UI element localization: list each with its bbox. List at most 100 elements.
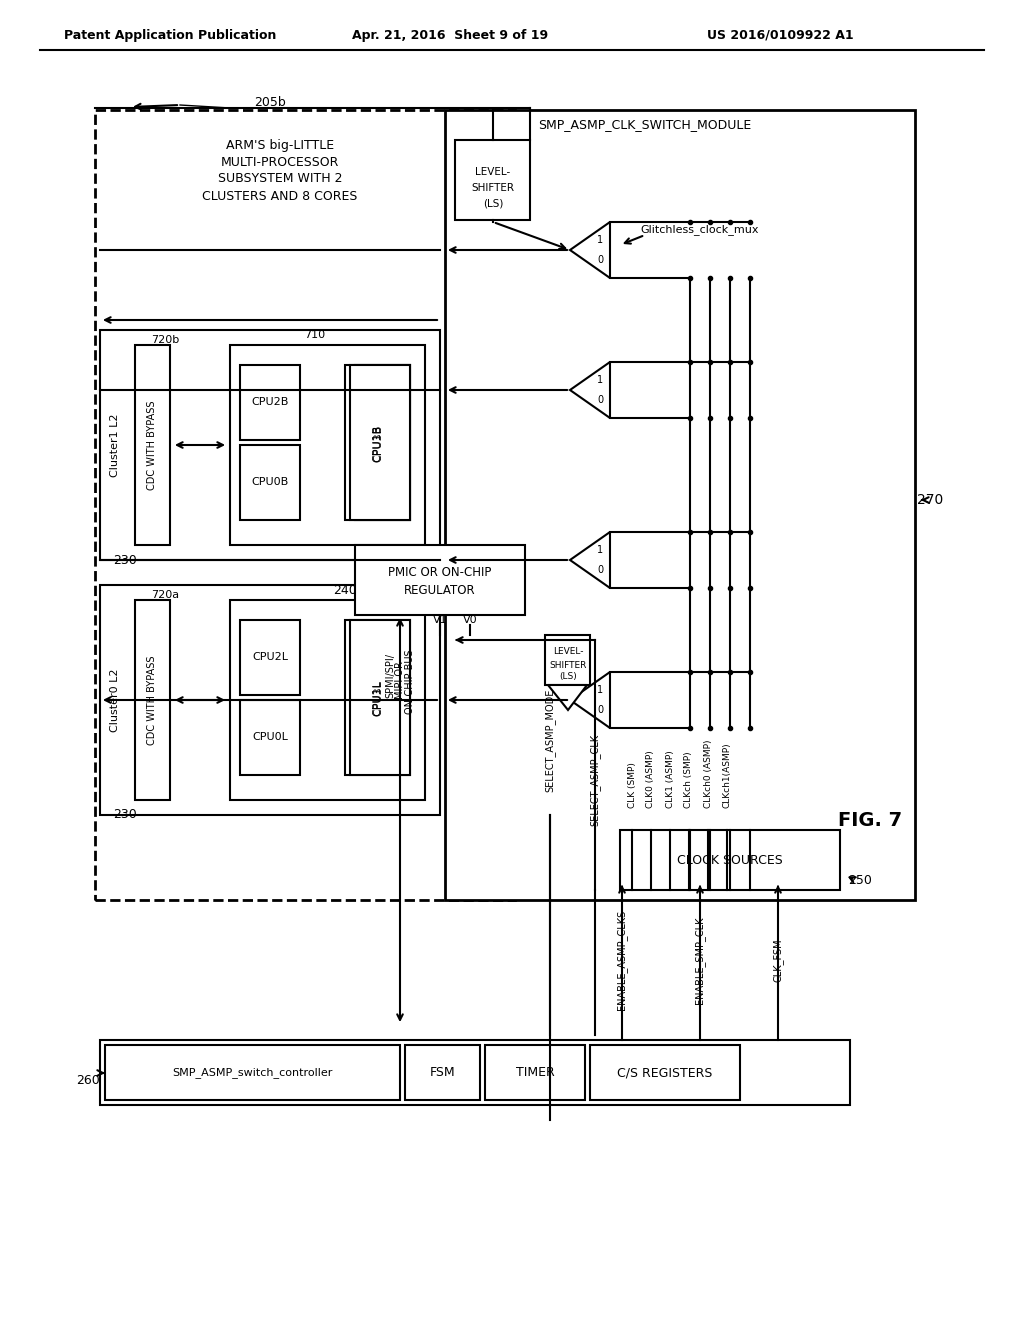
Text: LEVEL-: LEVEL- — [553, 648, 584, 656]
Text: 240: 240 — [333, 583, 357, 597]
Text: CLUSTERS AND 8 CORES: CLUSTERS AND 8 CORES — [203, 190, 357, 202]
Text: CPU3B: CPU3B — [373, 424, 383, 462]
Text: CPU2B: CPU2B — [251, 397, 289, 407]
FancyBboxPatch shape — [135, 345, 170, 545]
Text: REGULATOR: REGULATOR — [404, 583, 476, 597]
FancyBboxPatch shape — [406, 1045, 480, 1100]
Text: SELECT_ASMP_CLK: SELECT_ASMP_CLK — [590, 734, 600, 826]
FancyBboxPatch shape — [355, 545, 525, 615]
Text: 0: 0 — [597, 395, 603, 405]
Text: 205b: 205b — [254, 95, 286, 108]
Text: 1: 1 — [597, 545, 603, 554]
FancyBboxPatch shape — [545, 635, 590, 685]
Polygon shape — [548, 685, 587, 710]
Text: FIG. 7: FIG. 7 — [838, 810, 902, 829]
Text: ENABLE_ASMP_CLKS: ENABLE_ASMP_CLKS — [616, 909, 628, 1010]
Text: 260: 260 — [76, 1073, 100, 1086]
Text: SUBSYSTEM WITH 2: SUBSYSTEM WITH 2 — [218, 173, 342, 186]
Polygon shape — [570, 532, 610, 587]
Text: Cluster0 L2: Cluster0 L2 — [110, 668, 120, 731]
Text: CLKch1(ASMP): CLKch1(ASMP) — [723, 742, 731, 808]
Text: SMP_ASMP_CLK_SWITCH_MODULE: SMP_ASMP_CLK_SWITCH_MODULE — [539, 119, 752, 132]
FancyBboxPatch shape — [100, 1040, 850, 1105]
FancyBboxPatch shape — [620, 830, 840, 890]
FancyBboxPatch shape — [105, 1045, 400, 1100]
FancyBboxPatch shape — [135, 601, 170, 800]
Text: SHIFTER: SHIFTER — [549, 660, 587, 669]
Text: 250: 250 — [848, 874, 872, 887]
Text: 720b: 720b — [151, 335, 179, 345]
FancyBboxPatch shape — [445, 110, 915, 900]
Text: CDC WITH BYPASS: CDC WITH BYPASS — [147, 655, 157, 744]
Text: CLK1 (ASMP): CLK1 (ASMP) — [666, 750, 675, 808]
Text: SMP_ASMP_switch_controller: SMP_ASMP_switch_controller — [172, 1068, 332, 1078]
Text: SPMI/SPI/: SPMI/SPI/ — [385, 652, 395, 697]
Text: 230: 230 — [113, 553, 137, 566]
FancyBboxPatch shape — [345, 366, 410, 520]
Text: 270: 270 — [916, 492, 943, 507]
Text: CLK0 (ASMP): CLK0 (ASMP) — [646, 750, 655, 808]
Text: CLKch0 (ASMP): CLKch0 (ASMP) — [703, 739, 713, 808]
FancyBboxPatch shape — [240, 366, 300, 440]
Text: LEVEL-: LEVEL- — [475, 168, 511, 177]
FancyBboxPatch shape — [355, 366, 410, 520]
Text: ENABLE_SMP_CLK: ENABLE_SMP_CLK — [694, 916, 706, 1003]
FancyBboxPatch shape — [485, 1045, 585, 1100]
Text: ON-CHIP BUS: ON-CHIP BUS — [406, 649, 415, 714]
Text: ARM'S big-LITTLE: ARM'S big-LITTLE — [226, 139, 334, 152]
Text: FSM: FSM — [430, 1067, 456, 1080]
Text: TIMER: TIMER — [516, 1067, 554, 1080]
Polygon shape — [570, 362, 610, 418]
FancyBboxPatch shape — [95, 110, 515, 900]
Text: CPU0L: CPU0L — [252, 733, 288, 742]
FancyBboxPatch shape — [455, 140, 530, 220]
Text: 0: 0 — [597, 255, 603, 265]
FancyBboxPatch shape — [240, 620, 300, 696]
Text: V0: V0 — [463, 615, 477, 624]
Polygon shape — [570, 672, 610, 729]
FancyBboxPatch shape — [350, 366, 410, 520]
Text: Glitchless_clock_mux: Glitchless_clock_mux — [641, 224, 759, 235]
FancyBboxPatch shape — [230, 345, 425, 545]
Text: Apr. 21, 2016  Sheet 9 of 19: Apr. 21, 2016 Sheet 9 of 19 — [352, 29, 548, 41]
Text: 1: 1 — [597, 685, 603, 696]
Text: (LS): (LS) — [559, 672, 577, 681]
Text: C/S REGISTERS: C/S REGISTERS — [617, 1067, 713, 1080]
Text: Patent Application Publication: Patent Application Publication — [63, 29, 276, 41]
Text: CPU0B: CPU0B — [251, 477, 289, 487]
Text: CLK (SMP): CLK (SMP) — [628, 762, 637, 808]
Text: CPU1L: CPU1L — [372, 680, 382, 715]
Text: (LS): (LS) — [482, 199, 503, 209]
Text: 710: 710 — [304, 330, 326, 341]
Text: CPU2L: CPU2L — [252, 652, 288, 663]
FancyBboxPatch shape — [100, 585, 440, 814]
Text: 1: 1 — [597, 375, 603, 385]
FancyBboxPatch shape — [240, 700, 300, 775]
Text: CPU3L: CPU3L — [373, 680, 383, 715]
FancyBboxPatch shape — [350, 620, 410, 775]
FancyBboxPatch shape — [240, 445, 300, 520]
Text: 720a: 720a — [151, 590, 179, 601]
Text: 0: 0 — [597, 705, 603, 715]
FancyBboxPatch shape — [100, 330, 440, 560]
Text: CDC WITH BYPASS: CDC WITH BYPASS — [147, 400, 157, 490]
Text: CLK_FSM: CLK_FSM — [772, 939, 783, 982]
Text: SELECT_ASMP_MODE: SELECT_ASMP_MODE — [545, 688, 555, 792]
FancyBboxPatch shape — [345, 620, 410, 775]
FancyBboxPatch shape — [590, 1045, 740, 1100]
Text: MULTI-PROCESSOR: MULTI-PROCESSOR — [221, 156, 339, 169]
Text: US 2016/0109922 A1: US 2016/0109922 A1 — [707, 29, 853, 41]
Text: CPU1B: CPU1B — [372, 424, 382, 462]
Text: 1: 1 — [597, 235, 603, 246]
Text: PMIC OR ON-CHIP: PMIC OR ON-CHIP — [388, 565, 492, 578]
Text: MIPI OR: MIPI OR — [395, 661, 406, 698]
Text: SHIFTER: SHIFTER — [471, 183, 514, 193]
Text: Cluster1 L2: Cluster1 L2 — [110, 413, 120, 477]
Text: V1: V1 — [433, 615, 447, 624]
FancyBboxPatch shape — [230, 601, 425, 800]
Text: 0: 0 — [597, 565, 603, 576]
Text: 230: 230 — [113, 808, 137, 821]
Polygon shape — [570, 222, 610, 279]
Text: CLOCK SOURCES: CLOCK SOURCES — [677, 854, 783, 866]
Text: CLKch (SMP): CLKch (SMP) — [684, 751, 693, 808]
